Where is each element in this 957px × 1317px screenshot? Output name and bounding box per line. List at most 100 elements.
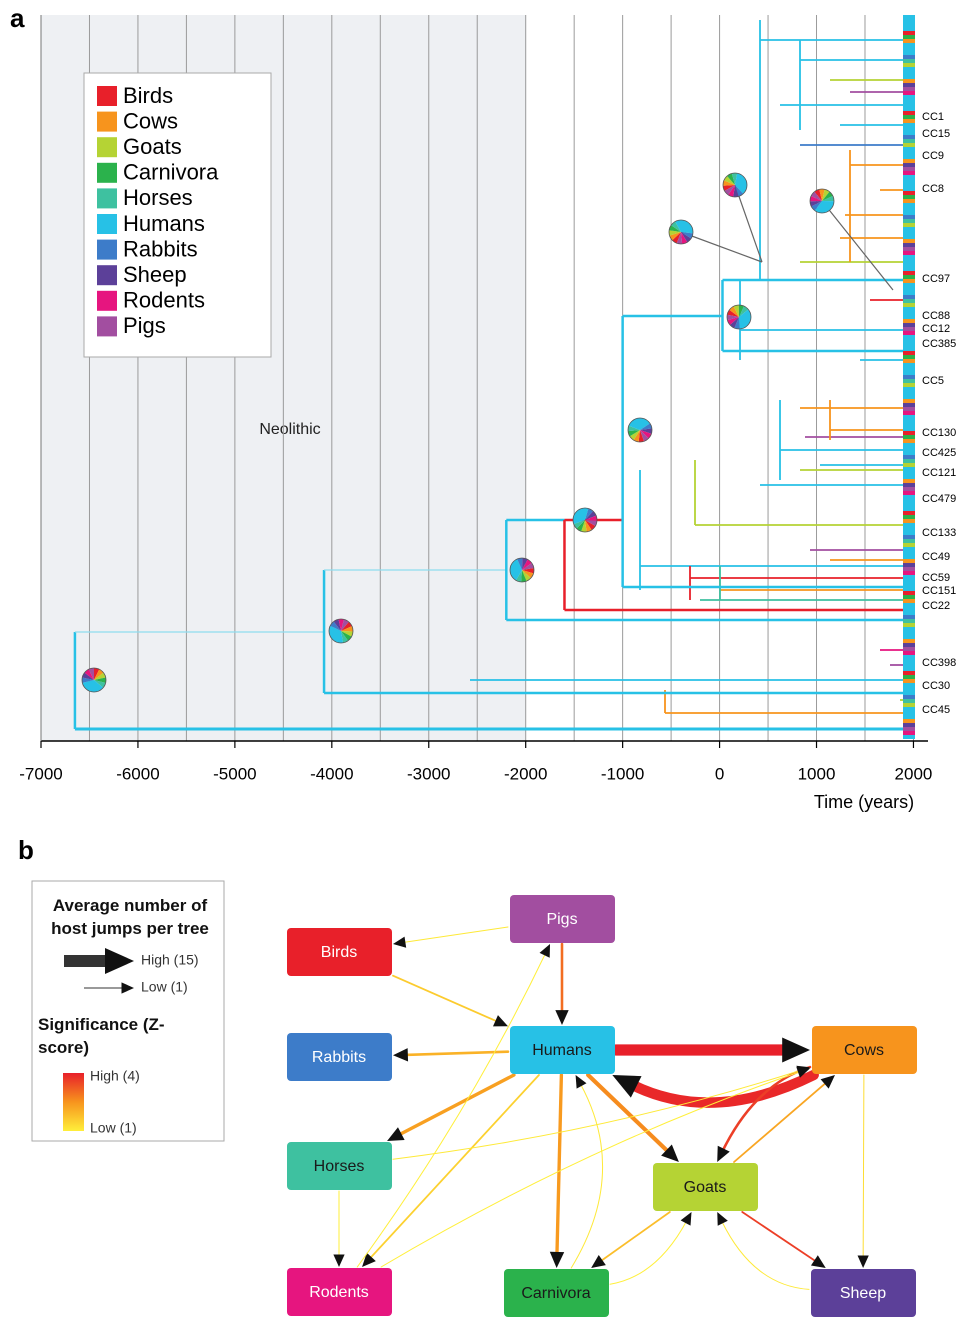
tip <box>903 187 915 191</box>
tip <box>903 423 915 427</box>
node-label: Rabbits <box>312 1049 366 1066</box>
tip <box>903 727 915 731</box>
tip <box>903 267 915 271</box>
legend-swatch <box>97 214 117 234</box>
tip <box>903 19 915 23</box>
tip <box>903 547 915 551</box>
tip <box>903 83 915 87</box>
tip <box>903 271 915 275</box>
tip-label: CC121 <box>922 467 956 479</box>
tip <box>903 143 915 147</box>
tip <box>903 159 915 163</box>
tip <box>903 307 915 311</box>
tip-label: CC385 <box>922 338 956 350</box>
tip <box>903 227 915 231</box>
tip-label: CC12 <box>922 323 950 335</box>
tip <box>903 303 915 307</box>
tip <box>903 319 915 323</box>
tip <box>903 363 915 367</box>
tip <box>903 675 915 679</box>
edge <box>405 1052 508 1055</box>
edge <box>610 1221 687 1284</box>
tip <box>903 199 915 203</box>
tip <box>903 331 915 335</box>
node-label: Horses <box>314 1158 365 1175</box>
node-label: Birds <box>321 944 357 961</box>
tip <box>903 587 915 591</box>
tip <box>903 451 915 455</box>
tip <box>903 211 915 215</box>
tip <box>903 43 915 47</box>
tip <box>903 707 915 711</box>
legend-label: Rodents <box>123 288 205 313</box>
x-tick-label: -7000 <box>19 764 62 783</box>
tip <box>903 463 915 467</box>
tip <box>903 91 915 95</box>
tip <box>903 195 915 199</box>
legend-label: Low (1) <box>90 1120 137 1136</box>
tip <box>903 551 915 555</box>
tip <box>903 219 915 223</box>
tip <box>903 511 915 515</box>
tip <box>903 643 915 647</box>
tip <box>903 667 915 671</box>
tip <box>903 95 915 99</box>
tip <box>903 415 915 419</box>
tip-label: CC8 <box>922 183 944 195</box>
tip <box>903 235 915 239</box>
legend-swatch <box>97 112 117 132</box>
legend-swatch <box>97 137 117 157</box>
tip <box>903 499 915 503</box>
tip <box>903 59 915 63</box>
tip <box>903 263 915 267</box>
tip <box>903 435 915 439</box>
tip <box>903 567 915 571</box>
tip <box>903 27 915 31</box>
legend-label: Birds <box>123 83 173 108</box>
legend-swatch <box>97 240 117 260</box>
tip <box>903 175 915 179</box>
tip <box>903 287 915 291</box>
edge <box>393 976 498 1022</box>
tip-label: CC133 <box>922 527 956 539</box>
tip <box>903 519 915 523</box>
tip <box>903 75 915 79</box>
tip <box>903 231 915 235</box>
tip <box>903 647 915 651</box>
arrow-head <box>393 937 406 948</box>
tip <box>903 623 915 627</box>
edge <box>571 1084 602 1268</box>
tip <box>903 163 915 167</box>
tip <box>903 155 915 159</box>
tip <box>903 555 915 559</box>
legend-label: Horses <box>123 185 193 210</box>
tip-label: CC1 <box>922 111 944 123</box>
tip <box>903 543 915 547</box>
tip <box>903 35 915 39</box>
tip <box>903 687 915 691</box>
tip <box>903 583 915 587</box>
tip <box>903 203 915 207</box>
tip <box>903 259 915 263</box>
tip <box>903 51 915 55</box>
tip-label: CC151 <box>922 585 956 597</box>
edge <box>600 1212 670 1262</box>
tip-label: CC59 <box>922 572 950 584</box>
tip <box>903 527 915 531</box>
tip <box>903 119 915 123</box>
legend-label: Carnivora <box>123 160 219 185</box>
node-label: Humans <box>532 1042 592 1059</box>
tip <box>903 407 915 411</box>
tip <box>903 247 915 251</box>
tip <box>903 327 915 331</box>
arrow-head <box>811 1255 826 1268</box>
tip <box>903 87 915 91</box>
edge <box>357 953 545 1267</box>
tip <box>903 619 915 623</box>
tip <box>903 343 915 347</box>
tip <box>903 531 915 535</box>
legend-label: Cows <box>123 108 178 133</box>
panel-label: b <box>18 835 34 865</box>
x-tick-label: -2000 <box>504 764 547 783</box>
arrow-head <box>393 1048 408 1061</box>
